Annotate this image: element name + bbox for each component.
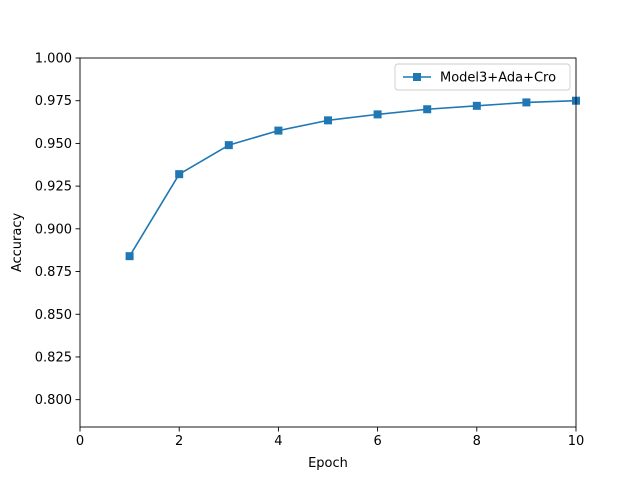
y-tick-label: 0.925	[35, 180, 72, 195]
y-tick-label: 0.875	[35, 265, 72, 280]
x-axis-label: Epoch	[308, 456, 348, 471]
y-axis-label: Accuracy	[10, 213, 25, 273]
data-point	[522, 98, 531, 107]
data-point	[373, 110, 382, 119]
y-tick-label: 0.825	[35, 350, 72, 365]
data-point	[423, 105, 432, 114]
x-tick-label: 4	[274, 434, 282, 449]
data-point	[125, 252, 134, 261]
x-tick-label: 8	[473, 434, 481, 449]
data-point	[324, 116, 332, 125]
plot-area	[125, 96, 580, 261]
y-tick-label: 0.950	[35, 137, 72, 152]
series-line-0	[128, 99, 577, 257]
y-tick-label: 1.000	[35, 52, 72, 67]
y-tick-label: 0.900	[35, 222, 72, 237]
y-tick-label: 0.975	[35, 94, 72, 109]
data-point	[224, 141, 233, 150]
axes-frame	[79, 57, 577, 428]
legend-label: Model3+Ada+Cro	[440, 71, 556, 86]
data-point	[472, 101, 481, 110]
x-tick-label: 10	[568, 434, 585, 449]
legend: Model3+Ada+Cro	[394, 63, 571, 91]
legend-marker	[413, 73, 421, 81]
legend-box	[394, 63, 571, 91]
axes: 0 2 4 6 8 10 0.800 0.825 0.850 0.875 0.900 0.925 0.9…	[10, 52, 584, 472]
x-tick-label: 0	[76, 434, 84, 449]
x-tick-label: 2	[175, 434, 183, 449]
data-point	[274, 126, 283, 135]
data-point	[175, 170, 184, 179]
x-tick-label: 6	[373, 434, 381, 449]
y-tick-label: 0.850	[35, 308, 72, 323]
y-tick-label: 0.800	[35, 393, 72, 408]
